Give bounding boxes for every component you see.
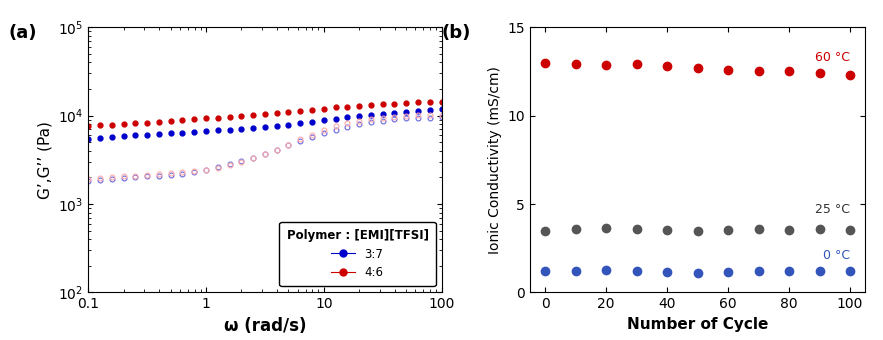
Text: 60 °C: 60 °C [815, 51, 850, 64]
Text: 25 °C: 25 °C [815, 203, 850, 216]
Text: (a): (a) [9, 24, 37, 42]
Y-axis label: G’,G’’ (Pa): G’,G’’ (Pa) [37, 121, 52, 199]
Text: 0 °C: 0 °C [823, 249, 850, 262]
X-axis label: Number of Cycle: Number of Cycle [627, 317, 768, 332]
X-axis label: ω (rad/s): ω (rad/s) [223, 317, 306, 335]
Y-axis label: Ionic Conductivity (mS/cm): Ionic Conductivity (mS/cm) [487, 66, 502, 254]
Legend: 3:7, 4:6: 3:7, 4:6 [279, 222, 435, 287]
Text: (b): (b) [442, 24, 471, 42]
